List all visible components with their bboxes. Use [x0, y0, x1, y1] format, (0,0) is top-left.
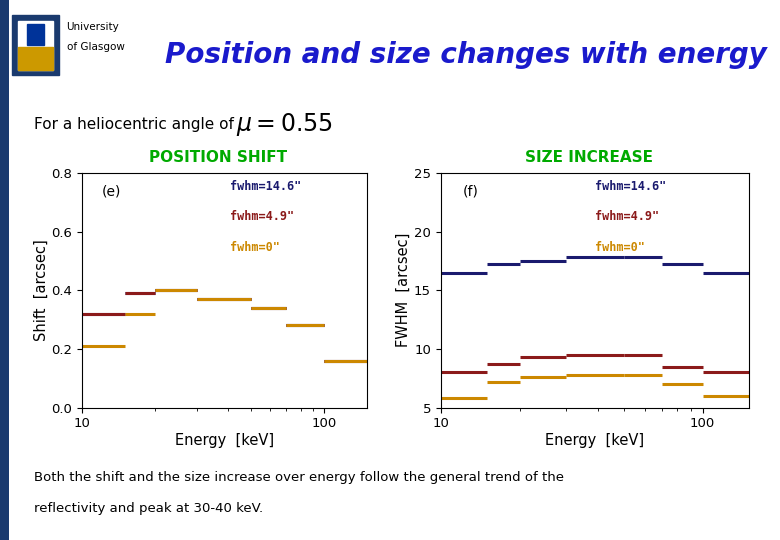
Text: fwhm=0": fwhm=0" — [594, 241, 644, 254]
Text: of Glasgow: of Glasgow — [66, 42, 125, 52]
Bar — [12, 15, 59, 75]
Text: SIZE INCREASE: SIZE INCREASE — [525, 151, 653, 165]
Text: reflectivity and peak at 30-40 keV.: reflectivity and peak at 30-40 keV. — [34, 502, 264, 515]
Text: (f): (f) — [463, 185, 478, 199]
Text: POSITION SHIFT: POSITION SHIFT — [149, 151, 288, 165]
Bar — [18, 47, 53, 70]
Bar — [27, 24, 44, 45]
X-axis label: Energy  [keV]: Energy [keV] — [175, 433, 274, 448]
Y-axis label: Shift  [arcsec]: Shift [arcsec] — [34, 239, 48, 341]
Text: University: University — [66, 23, 119, 32]
Text: Position and size changes with energy: Position and size changes with energy — [165, 40, 767, 69]
Text: Both the shift and the size increase over energy follow the general trend of the: Both the shift and the size increase ove… — [34, 471, 565, 484]
Text: fwhm=14.6": fwhm=14.6" — [594, 180, 666, 193]
Text: (e): (e) — [102, 185, 121, 199]
Text: fwhm=4.9": fwhm=4.9" — [594, 211, 659, 224]
Text: For a heliocentric angle of: For a heliocentric angle of — [34, 117, 234, 132]
Bar — [18, 21, 53, 70]
Text: fwhm=14.6": fwhm=14.6" — [230, 180, 301, 193]
Text: $\mu = 0.55$: $\mu = 0.55$ — [236, 111, 332, 138]
X-axis label: Energy  [keV]: Energy [keV] — [545, 433, 644, 448]
Text: fwhm=0": fwhm=0" — [230, 241, 280, 254]
Text: fwhm=4.9": fwhm=4.9" — [230, 211, 294, 224]
Y-axis label: FWHM  [arcsec]: FWHM [arcsec] — [396, 233, 411, 347]
